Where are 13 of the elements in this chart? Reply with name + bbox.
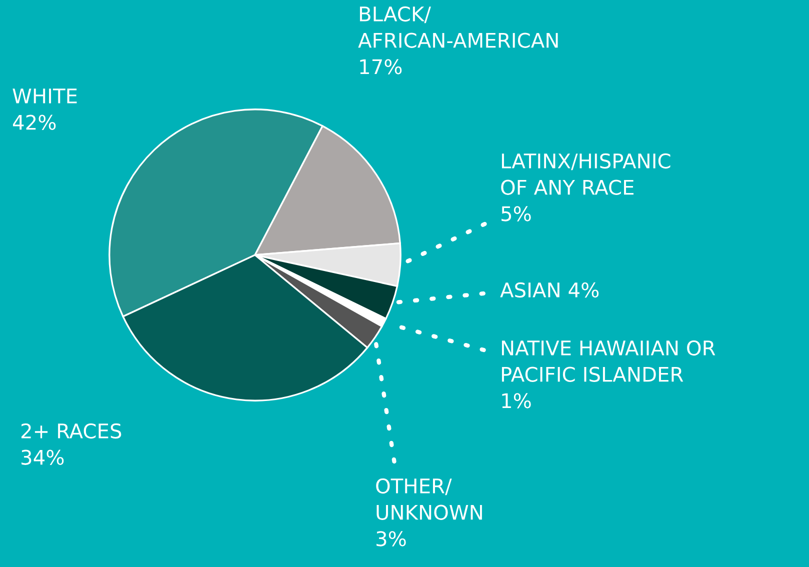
data-label: 42% [12, 114, 56, 130]
slice-label: BLACK/ AFRICAN-AMERICAN [358, 6, 558, 48]
slice-label: 2+ RACES [21, 423, 122, 439]
slice-label: NATIVE HAWAIIAN OR PACIFIC ISLANDER [502, 340, 716, 382]
data-label: 3% [376, 531, 406, 546]
data-label: 1% [502, 393, 531, 408]
slice-label: OTHER/ UNKNOWN [376, 478, 482, 520]
slice-label: ASIAN 4% [500, 282, 599, 298]
slice-label: LATINX/HISPANIC OF ANY RACE [501, 153, 670, 195]
slice-label: WHITE [12, 88, 77, 104]
data-label: 34% [22, 450, 64, 465]
data-label: 17% [360, 59, 402, 74]
data-label: 5% [502, 206, 531, 222]
